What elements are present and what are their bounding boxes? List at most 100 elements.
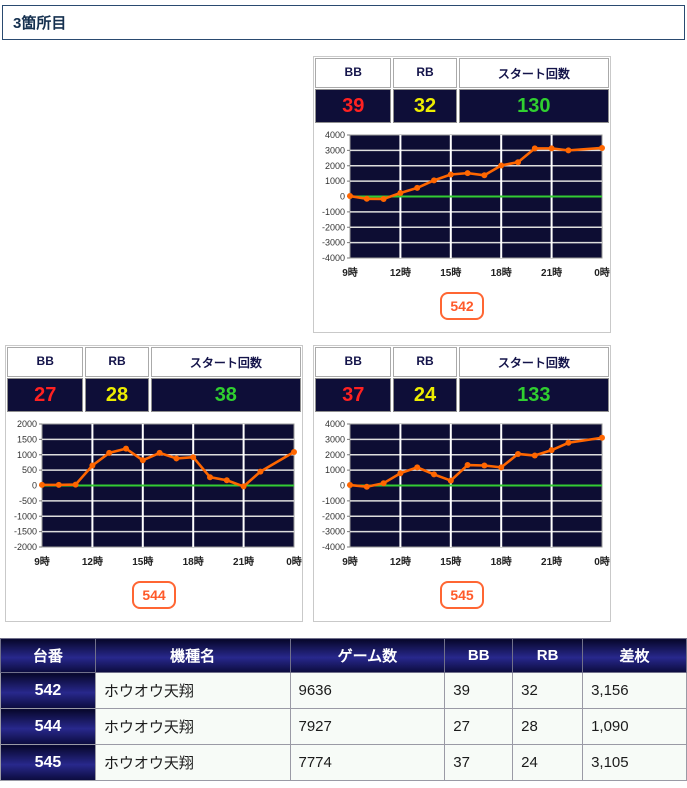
svg-text:15時: 15時 [440, 555, 461, 568]
svg-text:-1000: -1000 [14, 511, 37, 521]
stat-value-row: 39 32 130 [314, 88, 610, 125]
svg-text:1000: 1000 [325, 465, 345, 475]
svg-text:15時: 15時 [440, 266, 461, 279]
machine-panel-545: BB RB スタート回数 37 24 133 -4000 -3000 -2000 -1… [313, 345, 611, 622]
svg-text:4000: 4000 [325, 419, 345, 429]
svg-text:3000: 3000 [325, 434, 345, 444]
svg-text:9時: 9時 [34, 555, 50, 568]
model-name-cell: ホウオウ天翔 [94, 744, 291, 781]
svg-text:-2000: -2000 [322, 511, 345, 521]
rb-value: 24 [393, 378, 457, 412]
col-header-bb: BB [444, 638, 514, 673]
bb-label: BB [7, 347, 84, 377]
bb-label: BB [315, 347, 392, 377]
svg-text:3000: 3000 [325, 145, 345, 155]
svg-text:18時: 18時 [491, 266, 512, 279]
machine-panel-542: BB RB スタート回数 39 32 130 -4000 -3000 -2000 -1… [313, 56, 611, 333]
machine-number-cell: 544 [0, 708, 96, 745]
svg-text:18時: 18時 [491, 555, 512, 568]
start-count-value: 130 [458, 89, 609, 123]
svg-text:-1500: -1500 [14, 527, 37, 537]
game-count-cell: 9636 [289, 672, 446, 709]
rb-cell: 32 [512, 672, 584, 709]
svg-text:21時: 21時 [541, 555, 562, 568]
rb-label: RB [393, 58, 457, 88]
svg-text:-4000: -4000 [322, 253, 345, 263]
game-count-cell: 7774 [289, 744, 446, 781]
svg-text:-4000: -4000 [322, 542, 345, 552]
svg-text:500: 500 [22, 465, 37, 475]
svg-text:21時: 21時 [541, 266, 562, 279]
stat-header-row: BB RB スタート回数 [314, 346, 610, 377]
panels-grid: BB RB スタート回数 39 32 130 -4000 -3000 -2000 -1… [5, 56, 687, 622]
rb-cell: 24 [512, 744, 584, 781]
svg-text:12時: 12時 [82, 555, 103, 568]
svg-text:1000: 1000 [17, 450, 37, 460]
bb-value: 39 [315, 89, 392, 123]
svg-text:0: 0 [32, 481, 37, 491]
svg-text:-500: -500 [19, 496, 37, 506]
results-table: 台番 機種名 ゲーム数 BB RB 差枚 542 ホウオウ天翔 9636 39 … [0, 638, 687, 781]
table-row: 542 ホウオウ天翔 9636 39 32 3,156 [0, 672, 687, 709]
svg-text:2000: 2000 [325, 450, 345, 460]
svg-text:15時: 15時 [132, 555, 153, 568]
start-count-value: 133 [458, 378, 609, 412]
stat-value-row: 27 28 38 [6, 377, 302, 414]
rb-value: 32 [393, 89, 457, 123]
svg-text:9時: 9時 [342, 555, 358, 568]
machine-number-badge[interactable]: 545 [440, 581, 484, 609]
bb-label: BB [315, 58, 392, 88]
bb-value: 27 [7, 378, 84, 412]
svg-text:0: 0 [340, 192, 345, 202]
start-count-value: 38 [150, 378, 301, 412]
machine-panel-544: BB RB スタート回数 27 28 38 -2000 -1500 -1000 -50… [5, 345, 303, 622]
svg-text:-2000: -2000 [14, 542, 37, 552]
model-name-cell: ホウオウ天翔 [94, 672, 291, 709]
svg-text:-1000: -1000 [322, 496, 345, 506]
svg-text:-2000: -2000 [322, 222, 345, 232]
machine-number-cell: 545 [0, 744, 96, 781]
machine-number-badge[interactable]: 544 [132, 581, 176, 609]
svg-text:0時: 0時 [286, 555, 302, 568]
game-count-cell: 7927 [289, 708, 446, 745]
col-header-diff: 差枚 [582, 638, 687, 673]
rb-cell: 28 [512, 708, 584, 745]
table-row: 545 ホウオウ天翔 7774 37 24 3,105 [0, 744, 687, 781]
svg-text:2000: 2000 [17, 419, 37, 429]
slump-chart-542: -4000 -3000 -2000 -1000 0 1000 2000 3000 4000 9時 1… [314, 128, 610, 284]
rb-value: 28 [85, 378, 149, 412]
machine-number-cell: 542 [0, 672, 96, 709]
svg-text:9時: 9時 [342, 266, 358, 279]
stat-value-row: 37 24 133 [314, 377, 610, 414]
diff-medal-cell: 3,156 [582, 672, 687, 709]
col-header-model: 機種名 [94, 638, 291, 673]
svg-text:1500: 1500 [17, 434, 37, 444]
table-row: 544 ホウオウ天翔 7927 27 28 1,090 [0, 708, 687, 745]
table-header-row: 台番 機種名 ゲーム数 BB RB 差枚 [0, 638, 687, 673]
svg-text:12時: 12時 [390, 555, 411, 568]
bb-cell: 27 [444, 708, 514, 745]
col-header-games: ゲーム数 [289, 638, 446, 673]
start-count-label: スタート回数 [458, 58, 609, 88]
machine-number-badge[interactable]: 542 [440, 292, 484, 320]
svg-text:-1000: -1000 [322, 207, 345, 217]
diff-medal-cell: 1,090 [582, 708, 687, 745]
rb-label: RB [393, 347, 457, 377]
slump-chart-545: -4000 -3000 -2000 -1000 0 1000 2000 3000 4000 9時 1… [314, 417, 610, 573]
bb-cell: 39 [444, 672, 514, 709]
start-count-label: スタート回数 [150, 347, 301, 377]
svg-text:1000: 1000 [325, 176, 345, 186]
svg-text:0時: 0時 [594, 266, 610, 279]
diff-medal-cell: 3,105 [582, 744, 687, 781]
svg-text:12時: 12時 [390, 266, 411, 279]
svg-text:21時: 21時 [233, 555, 254, 568]
svg-text:0時: 0時 [594, 555, 610, 568]
svg-text:18時: 18時 [183, 555, 204, 568]
stat-header-row: BB RB スタート回数 [314, 57, 610, 88]
bb-cell: 37 [444, 744, 514, 781]
svg-text:-3000: -3000 [322, 527, 345, 537]
slump-chart-544: -2000 -1500 -1000 -500 0 500 1000 1500 2000 9時 12時… [6, 417, 302, 573]
section-title: 3箇所目 [2, 5, 685, 40]
svg-text:2000: 2000 [325, 161, 345, 171]
col-header-machine: 台番 [0, 638, 96, 673]
